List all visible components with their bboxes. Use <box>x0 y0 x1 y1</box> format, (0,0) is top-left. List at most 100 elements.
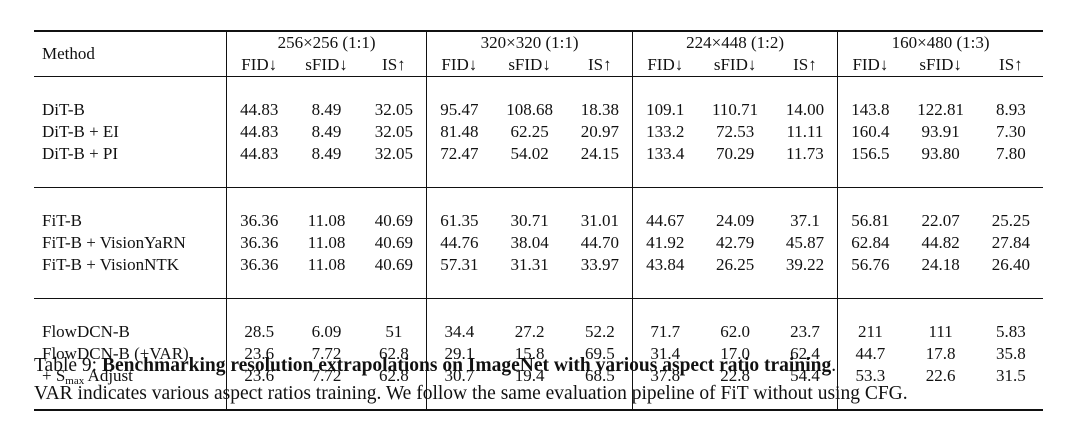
value-cell: 44.67 <box>632 210 698 232</box>
value-cell: 11.08 <box>307 255 346 274</box>
value-cell: 93.91 <box>921 122 960 141</box>
value-cell: 24.18 <box>921 255 960 274</box>
method-header: Method <box>42 44 95 63</box>
value-cell: 111 <box>928 322 953 341</box>
method-cell: FiT-B <box>42 211 83 230</box>
value-cell: 110.71 <box>712 100 759 119</box>
value-cell: 52.2 <box>584 322 615 341</box>
value-cell: 44.82 <box>921 233 960 252</box>
value-cell: 37.1 <box>790 211 820 230</box>
value-cell: 11.08 <box>307 233 346 252</box>
caption-label: Table 9: <box>34 355 102 376</box>
value-cell: 39.22 <box>785 255 825 274</box>
value-cell: 19.4 <box>514 366 545 385</box>
value-cell: 32.05 <box>374 144 413 163</box>
metric-header: sFID↓ <box>919 55 962 74</box>
value-cell: 41.92 <box>632 232 698 254</box>
value-cell: 62.8 <box>378 344 409 363</box>
method-cell: FlowDCN-B <box>42 322 130 341</box>
value-cell: 44.83 <box>226 121 292 143</box>
value-cell: 11.08 <box>307 211 346 230</box>
resolution-header: 256×256 (1:1) <box>225 31 427 54</box>
metric-header: sFID↓ <box>508 55 551 74</box>
value-cell: 28.5 <box>226 321 292 343</box>
value-cell: 36.36 <box>226 232 292 254</box>
resolution-header: 160×480 (1:3) <box>837 31 1043 54</box>
table-caption: Table 9: Benchmarking resolution extrapo… <box>34 352 1054 408</box>
value-cell: 43.84 <box>632 254 698 276</box>
value-cell: 51 <box>385 322 403 341</box>
value-cell: 40.69 <box>374 211 413 230</box>
value-cell: 8.49 <box>311 100 342 119</box>
value-cell: 5.83 <box>995 322 1026 341</box>
value-cell: 122.81 <box>917 100 965 119</box>
value-cell: 31.5 <box>995 366 1026 385</box>
value-cell: 81.48 <box>426 121 492 143</box>
value-cell: 7.30 <box>995 122 1026 141</box>
value-cell: 26.40 <box>991 255 1030 274</box>
value-cell: 44.83 <box>226 99 292 121</box>
value-cell: 11.11 <box>786 122 824 141</box>
value-cell: 23.6 <box>226 343 292 365</box>
metric-header: IS↑ <box>382 55 406 74</box>
value-cell: 15.8 <box>514 344 545 363</box>
value-cell: 72.47 <box>426 143 492 165</box>
value-cell: 31.4 <box>632 343 698 365</box>
metric-header: FID↓ <box>632 54 698 77</box>
metric-header: IS↑ <box>999 55 1023 74</box>
value-cell: 30.71 <box>510 211 549 230</box>
value-cell: 31.01 <box>580 211 619 230</box>
value-cell: 17.8 <box>925 344 956 363</box>
value-cell: 34.4 <box>426 321 492 343</box>
value-cell: 71.7 <box>632 321 698 343</box>
value-cell: 8.49 <box>311 144 342 163</box>
value-cell: 62.0 <box>720 322 750 341</box>
value-cell: 56.76 <box>837 254 903 276</box>
method-cell: DiT-B + EI <box>42 122 119 141</box>
value-cell: 32.05 <box>374 122 413 141</box>
method-cell: DiT-B + PI <box>42 144 119 163</box>
method-prefix: + S <box>42 366 66 385</box>
method-cell: DiT-B <box>42 100 85 119</box>
value-cell: 22.8 <box>720 366 750 385</box>
value-cell: 17.0 <box>720 344 750 363</box>
value-cell: 36.36 <box>226 210 292 232</box>
value-cell: 8.93 <box>995 100 1026 119</box>
method-suffix: Adjust <box>84 366 133 385</box>
value-cell: 70.29 <box>715 144 755 163</box>
value-cell: 211 <box>837 321 903 343</box>
value-cell: 25.25 <box>991 211 1030 230</box>
value-cell: 62.4 <box>790 344 820 363</box>
value-cell: 35.8 <box>995 344 1026 363</box>
table-row: DiT-B + EI 44.83 8.49 32.05 81.48 62.25 20.97 1… <box>34 121 1043 143</box>
resolution-header: 224×448 (1:2) <box>632 31 838 54</box>
caption-title-end: . <box>831 355 837 376</box>
value-cell: 44.83 <box>226 143 292 165</box>
value-cell: 22.07 <box>921 211 960 230</box>
metric-header: sFID↓ <box>713 55 757 74</box>
method-cell: FiT-B + VisionYaRN <box>42 233 186 252</box>
value-cell: 62.25 <box>510 122 549 141</box>
value-cell: 53.3 <box>837 365 903 387</box>
resolution-header: 320×320 (1:1) <box>426 31 633 54</box>
method-subscript: max <box>65 375 85 387</box>
value-cell: 31.31 <box>510 255 549 274</box>
value-cell: 45.87 <box>785 233 825 252</box>
metric-header: FID↓ <box>837 54 903 77</box>
value-cell: 44.7 <box>837 343 903 365</box>
value-cell: 143.8 <box>837 99 903 121</box>
value-cell: 62.84 <box>837 232 903 254</box>
value-cell: 20.97 <box>580 122 619 141</box>
table-row: FlowDCN-B (+VAR) 23.6 7.72 62.8 29.1 15.8 69.5… <box>34 343 1043 365</box>
value-cell: 93.80 <box>921 144 960 163</box>
value-cell: 18.38 <box>580 100 619 119</box>
value-cell: 40.69 <box>374 255 413 274</box>
value-cell: 8.49 <box>311 122 342 141</box>
results-table: Method 256×256 (1:1) 320×320 (1:1) 224×4… <box>34 30 1043 411</box>
value-cell: 72.53 <box>715 122 755 141</box>
metric-header: sFID↓ <box>305 55 348 74</box>
value-cell: 14.00 <box>785 100 825 119</box>
table-row: FiT-B + VisionNTK 36.36 11.08 40.69 57.31 31.… <box>34 254 1043 276</box>
value-cell: 7.72 <box>311 344 342 363</box>
